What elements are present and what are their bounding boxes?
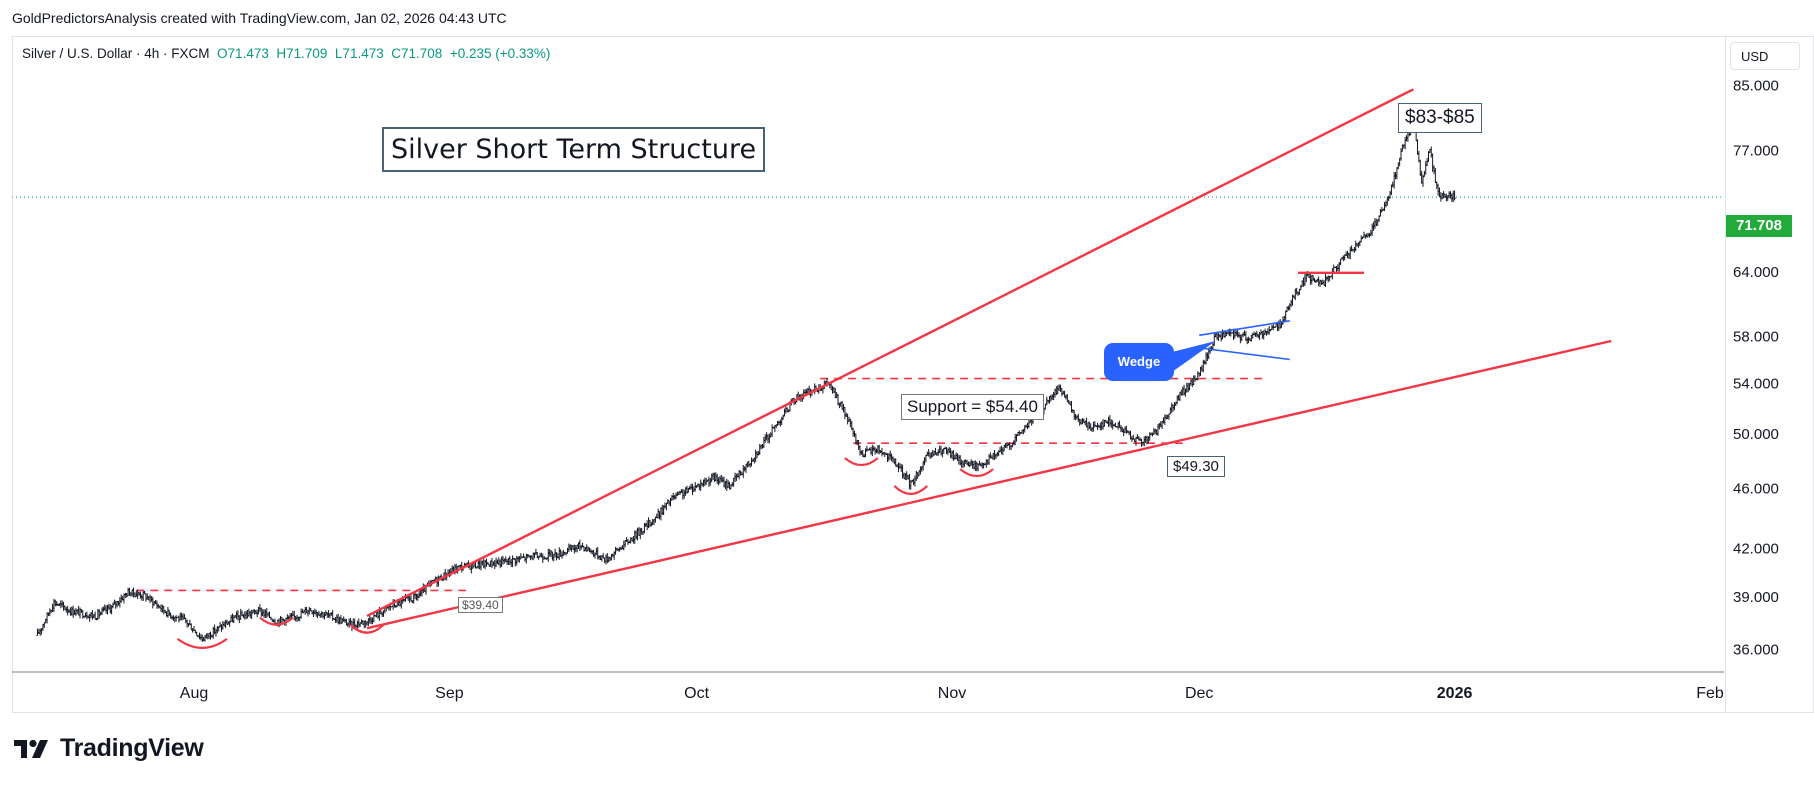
symbol-name: Silver / U.S. Dollar · 4h · FXCM [22, 46, 210, 61]
y-tick-label: 36.000 [1733, 642, 1779, 659]
tradingview-wordmark: TradingView [60, 734, 204, 762]
y-tick-label: 54.000 [1733, 375, 1779, 392]
x-tick-label: 2026 [1437, 685, 1473, 702]
bottom-arc [893, 485, 929, 495]
bottom-arc [844, 457, 879, 467]
ohlc-open: O71.473 [217, 46, 269, 61]
upper-trendline [366, 88, 1414, 618]
currency-button[interactable]: USD [1730, 42, 1800, 70]
wedge-callout[interactable]: Wedge [1104, 343, 1174, 381]
x-tick-label: Aug [180, 685, 208, 702]
x-tick-label: Dec [1185, 685, 1213, 702]
support-label[interactable]: Support = $54.40 [901, 394, 1044, 420]
lower-trendline [366, 339, 1612, 630]
y-tick-label: 77.000 [1733, 142, 1779, 159]
x-tick-label: Oct [684, 685, 709, 702]
tradingview-logo-icon [14, 739, 48, 758]
ohlc-change: +0.235 (+0.33%) [449, 46, 551, 61]
y-tick-label: 64.000 [1733, 264, 1779, 281]
chart-title[interactable]: Silver Short Term Structure [382, 127, 766, 172]
x-tick-label: Nov [938, 685, 966, 702]
ohlc-high: H71.709 [276, 46, 328, 61]
ohlc-close: C71.708 [391, 46, 443, 61]
y-tick-label: 58.000 [1733, 328, 1779, 345]
y-tick-label: 42.000 [1733, 540, 1779, 557]
wedge-lower-line [1199, 347, 1290, 361]
last-price-label: 71.708 [1726, 215, 1792, 237]
y-tick-label: 39.000 [1733, 589, 1779, 606]
ohlc-low: L71.473 [334, 46, 384, 61]
bottom-arc [259, 616, 294, 626]
x-tick-label: Sep [435, 685, 464, 702]
wedge-upper-line [1199, 320, 1290, 337]
level-3940-label[interactable]: $39.40 [458, 597, 503, 613]
y-tick-label: 46.000 [1733, 481, 1779, 498]
symbol-legend[interactable]: Silver / U.S. Dollar · 4h · FXCM O71.473… [22, 46, 550, 61]
target-label[interactable]: $83-$85 [1398, 103, 1482, 133]
bottom-arc [349, 623, 385, 634]
y-tick-label: 85.000 [1733, 77, 1779, 94]
tradingview-logo[interactable]: TradingView [14, 734, 204, 763]
x-tick-label: Feb [1696, 685, 1724, 702]
y-tick-label: 50.000 [1733, 426, 1779, 443]
bottom-arc [176, 637, 228, 649]
chart-attribution: GoldPredictorsAnalysis created with Trad… [12, 10, 507, 26]
wedge-callout-pointer [1172, 341, 1216, 372]
level-4930-label[interactable]: $49.30 [1167, 456, 1225, 477]
chart-plot-area[interactable] [12, 36, 1726, 713]
bottom-arc [959, 468, 994, 478]
